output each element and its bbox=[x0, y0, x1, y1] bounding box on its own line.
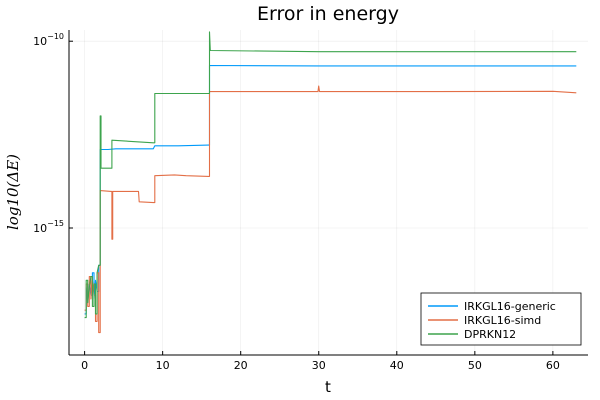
y-tick-label: 10−15 bbox=[33, 219, 64, 235]
x-tick-label: 40 bbox=[390, 359, 404, 372]
series-layer bbox=[84, 31, 577, 334]
x-tick-label: 30 bbox=[312, 359, 326, 372]
axes bbox=[68, 30, 588, 356]
x-tick-label: 20 bbox=[234, 359, 248, 372]
series-line-irkgl16-generic bbox=[84, 64, 577, 315]
chart-title: Error in energy bbox=[257, 3, 399, 25]
x-tick-label: 0 bbox=[81, 359, 88, 372]
x-tick-label: 50 bbox=[468, 359, 482, 372]
x-ticks: 0 10 20 30 40 50 60 bbox=[81, 351, 560, 372]
x-tick-label: 60 bbox=[546, 359, 560, 372]
legend-box bbox=[420, 292, 582, 346]
y-axis-label: log10(ΔE) bbox=[4, 154, 22, 230]
x-tick-label: 10 bbox=[156, 359, 170, 372]
legend-label: DPRKN12 bbox=[464, 328, 516, 341]
series-line-dprkn12 bbox=[84, 31, 577, 319]
grid bbox=[69, 30, 588, 355]
y-ticks: 10−10 10−15 bbox=[33, 32, 73, 235]
legend-label: IRKGL16-generic bbox=[464, 300, 556, 313]
legend-label: IRKGL16-simd bbox=[464, 314, 541, 327]
x-axis-label: t bbox=[325, 378, 331, 396]
y-tick-label: 10−10 bbox=[33, 32, 64, 48]
